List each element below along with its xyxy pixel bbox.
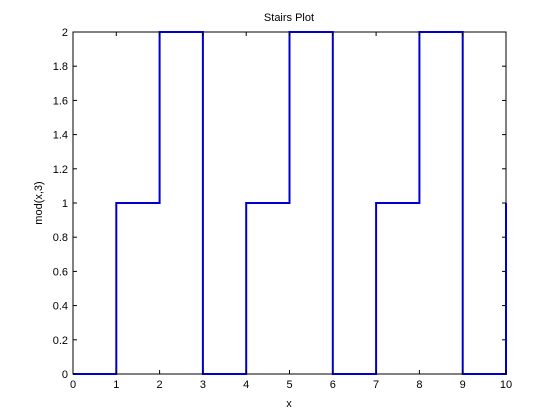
x-tick-label-0: 0 (70, 379, 76, 391)
series-line-1 (73, 31, 507, 375)
y-tick-label-5: 1 (62, 198, 68, 210)
y-tick-label-3: 0.6 (53, 266, 68, 278)
x-tick-label-8: 8 (416, 379, 422, 391)
y-tick-label-7: 1.4 (53, 130, 68, 142)
x-tick-label-5: 5 (286, 379, 292, 391)
chart-title: Stairs Plot (264, 12, 314, 24)
y-tick-label-10: 2 (62, 27, 68, 39)
series-layer (73, 31, 507, 375)
y-tick-label-9: 1.8 (53, 61, 68, 73)
y-axis: 0 0.2 0.4 0.6 0.8 1 1.2 1.4 1.6 1.8 2 (53, 27, 506, 381)
x-tick-label-6: 6 (330, 379, 336, 391)
y-tick-label-8: 1.6 (53, 95, 68, 107)
x-tick-label-1: 1 (113, 379, 119, 391)
x-tick-label-10: 10 (500, 379, 512, 391)
y-tick-label-2: 0.4 (53, 301, 68, 313)
x-tick-label-4: 4 (243, 379, 249, 391)
x-tick-label-7: 7 (373, 379, 379, 391)
x-tick-label-9: 9 (460, 379, 466, 391)
y-axis-label: mod(x,3) (33, 181, 45, 224)
x-axis-label: x (286, 398, 292, 410)
x-tick-label-3: 3 (200, 379, 206, 391)
x-tick-label-2: 2 (157, 379, 163, 391)
y-tick-label-1: 0.2 (53, 335, 68, 347)
y-tick-label-0: 0 (62, 369, 68, 381)
y-tick-label-6: 1.2 (53, 164, 68, 176)
y-tick-label-4: 0.8 (53, 232, 68, 244)
x-axis: 0 1 2 3 4 5 6 7 8 9 10 (70, 32, 512, 391)
